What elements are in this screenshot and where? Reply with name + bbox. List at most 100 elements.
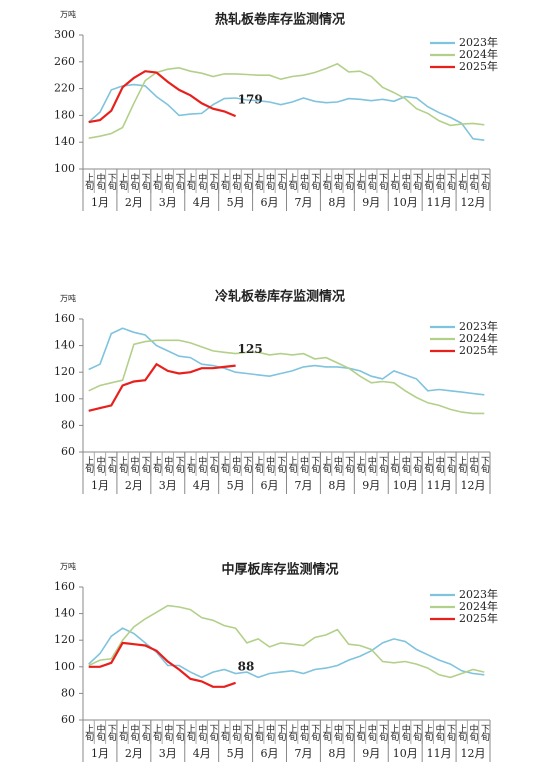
y-tick-label: 160 bbox=[54, 580, 75, 593]
month-label: 5月 bbox=[227, 479, 245, 492]
unit-label: 万吨 bbox=[60, 9, 76, 19]
x-tick-label: 上旬 bbox=[253, 173, 264, 191]
x-tick-label: 上旬 bbox=[219, 173, 230, 191]
x-tick-label: 下旬 bbox=[208, 724, 219, 742]
legend-label: 2023年 bbox=[459, 35, 498, 49]
month-label: 8月 bbox=[328, 479, 346, 492]
x-tick-label: 中旬 bbox=[366, 455, 377, 474]
x-tick-label: 上旬 bbox=[219, 724, 230, 742]
y-tick-label: 80 bbox=[61, 418, 75, 431]
y-tick-label: 100 bbox=[54, 162, 75, 175]
month-label: 12月 bbox=[461, 747, 486, 760]
month-label: 11月 bbox=[427, 196, 452, 209]
legend-label: 2023年 bbox=[459, 587, 498, 601]
x-tick-label: 中旬 bbox=[162, 723, 173, 742]
y-tick-label: 220 bbox=[54, 82, 75, 95]
x-tick-label: 上旬 bbox=[354, 173, 365, 191]
y-tick-label: 120 bbox=[54, 633, 75, 646]
x-tick-label: 中旬 bbox=[434, 172, 445, 191]
x-tick-label: 中旬 bbox=[230, 455, 241, 474]
legend-label: 2025年 bbox=[459, 611, 498, 625]
x-tick-label: 中旬 bbox=[366, 723, 377, 742]
month-label: 11月 bbox=[427, 479, 452, 492]
month-label: 1月 bbox=[91, 479, 109, 492]
x-tick-label: 上旬 bbox=[321, 173, 332, 191]
x-tick-label: 上旬 bbox=[83, 173, 94, 191]
x-tick-label: 上旬 bbox=[287, 456, 298, 474]
x-tick-label: 上旬 bbox=[83, 724, 94, 742]
x-tick-label: 中旬 bbox=[264, 172, 275, 191]
x-tick-label: 上旬 bbox=[321, 724, 332, 742]
y-tick-label: 140 bbox=[54, 339, 75, 352]
x-tick-label: 上旬 bbox=[388, 173, 399, 191]
data-label: 88 bbox=[238, 659, 255, 673]
month-label: 8月 bbox=[328, 747, 346, 760]
x-tick-label: 上旬 bbox=[422, 173, 433, 191]
x-tick-label: 下旬 bbox=[106, 724, 117, 742]
x-tick-label: 下旬 bbox=[377, 724, 388, 742]
series-line bbox=[88, 70, 237, 124]
month-label: 6月 bbox=[261, 479, 279, 492]
x-tick-label: 中旬 bbox=[94, 172, 105, 191]
x-tick-label: 下旬 bbox=[479, 173, 490, 191]
month-label: 7月 bbox=[294, 196, 312, 209]
month-label: 2月 bbox=[125, 479, 143, 492]
x-tick-label: 上旬 bbox=[117, 456, 128, 474]
x-tick-label: 下旬 bbox=[343, 724, 354, 742]
x-tick-label: 下旬 bbox=[411, 173, 422, 191]
legend-label: 2024年 bbox=[459, 331, 498, 345]
x-tick-label: 中旬 bbox=[196, 172, 207, 191]
x-tick-label: 下旬 bbox=[174, 173, 185, 191]
x-tick-label: 下旬 bbox=[411, 456, 422, 474]
legend-label: 2025年 bbox=[459, 343, 498, 357]
x-tick-label: 下旬 bbox=[377, 173, 388, 191]
x-tick-label: 下旬 bbox=[479, 456, 490, 474]
x-tick-label: 下旬 bbox=[140, 173, 151, 191]
x-tick-label: 上旬 bbox=[354, 456, 365, 474]
x-tick-label: 中旬 bbox=[366, 172, 377, 191]
x-tick-label: 中旬 bbox=[162, 172, 173, 191]
x-tick-label: 上旬 bbox=[117, 173, 128, 191]
x-tick-label: 下旬 bbox=[208, 456, 219, 474]
y-tick-label: 260 bbox=[54, 55, 75, 68]
x-tick-label: 上旬 bbox=[388, 724, 399, 742]
x-tick-label: 中旬 bbox=[264, 455, 275, 474]
y-tick-label: 120 bbox=[54, 365, 75, 378]
x-tick-label: 上旬 bbox=[151, 173, 162, 191]
x-tick-label: 中旬 bbox=[94, 455, 105, 474]
month-label: 2月 bbox=[125, 196, 143, 209]
x-tick-label: 中旬 bbox=[434, 723, 445, 742]
legend-label: 2025年 bbox=[459, 59, 498, 73]
x-tick-label: 中旬 bbox=[196, 723, 207, 742]
month-label: 3月 bbox=[159, 479, 177, 492]
x-tick-label: 下旬 bbox=[140, 456, 151, 474]
month-label: 4月 bbox=[193, 196, 211, 209]
x-tick-label: 下旬 bbox=[208, 173, 219, 191]
x-tick-label: 中旬 bbox=[332, 455, 343, 474]
x-tick-label: 中旬 bbox=[400, 723, 411, 742]
chart-title: 中厚板库存监测情况 bbox=[221, 562, 338, 578]
series-line bbox=[88, 641, 236, 688]
x-tick-label: 上旬 bbox=[219, 456, 230, 474]
x-tick-label: 中旬 bbox=[332, 172, 343, 191]
month-label: 10月 bbox=[393, 747, 418, 760]
x-tick-label: 上旬 bbox=[117, 724, 128, 742]
x-tick-label: 中旬 bbox=[468, 172, 479, 191]
month-label: 5月 bbox=[227, 747, 245, 760]
x-tick-label: 上旬 bbox=[287, 173, 298, 191]
x-tick-label: 上旬 bbox=[422, 456, 433, 474]
month-label: 2月 bbox=[125, 747, 143, 760]
x-tick-label: 下旬 bbox=[140, 724, 151, 742]
x-tick-label: 下旬 bbox=[343, 456, 354, 474]
month-label: 4月 bbox=[193, 479, 211, 492]
x-tick-label: 上旬 bbox=[321, 456, 332, 474]
y-tick-label: 140 bbox=[54, 607, 75, 620]
x-tick-label: 上旬 bbox=[185, 173, 196, 191]
month-label: 9月 bbox=[362, 196, 380, 209]
x-tick-label: 中旬 bbox=[230, 172, 241, 191]
x-tick-label: 上旬 bbox=[185, 724, 196, 742]
y-tick-label: 300 bbox=[54, 28, 75, 41]
y-tick-label: 60 bbox=[61, 445, 75, 458]
x-tick-label: 下旬 bbox=[309, 173, 320, 191]
